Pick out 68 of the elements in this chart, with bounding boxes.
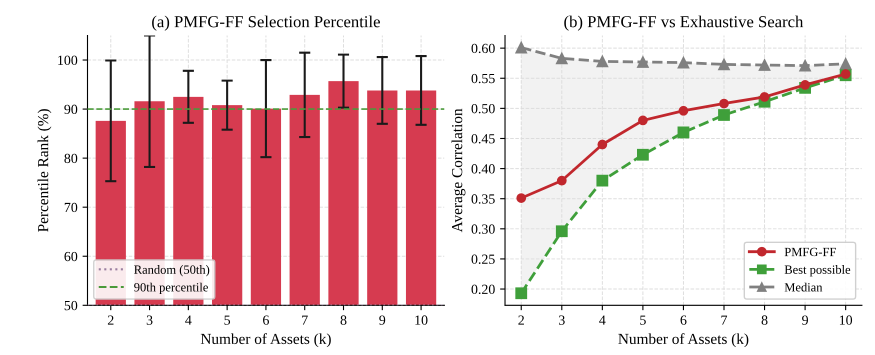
- point: [596, 174, 608, 187]
- y-tick-label: 0.55: [472, 74, 495, 84]
- point: [556, 52, 568, 64]
- x-tick-label: 9: [379, 315, 386, 325]
- x-tick-label: 4: [599, 316, 606, 325]
- point: [799, 60, 812, 72]
- x-tick-label: 8: [340, 315, 346, 325]
- y-tick-label: 70: [64, 202, 78, 212]
- y-tick-label: 0.35: [472, 194, 495, 204]
- point: [515, 42, 528, 54]
- x-tick-label: 10: [840, 315, 852, 325]
- legend-label: 90th percentile: [134, 282, 208, 294]
- point: [718, 109, 730, 121]
- point: [800, 80, 810, 90]
- x-tick-label: 2: [518, 315, 524, 325]
- x-axis-title: Number of Assets (k): [618, 333, 748, 348]
- y-tick-label: 60: [64, 252, 78, 262]
- point: [718, 58, 730, 70]
- x-tick-label: 5: [640, 316, 646, 325]
- point: [678, 126, 690, 138]
- y-tick-label: 0.25: [472, 254, 495, 264]
- point: [758, 59, 770, 71]
- legend-label: PMFG-FF: [784, 248, 836, 256]
- x-tick-label: 7: [302, 316, 308, 325]
- y-tick-label: 0.45: [472, 134, 495, 144]
- x-tick-label: 6: [680, 315, 687, 325]
- x-tick-label: 3: [558, 315, 565, 325]
- y-tick-label: 0.40: [472, 164, 495, 174]
- y-tick-label: 50: [64, 300, 78, 310]
- chart-title: (b) PMFG-FF vs Exhaustive Search: [564, 16, 804, 31]
- point: [678, 106, 688, 116]
- y-tick-label: 0.20: [472, 284, 495, 294]
- y-tick-label: 0.30: [472, 224, 495, 234]
- y-tick-label: 0.60: [472, 44, 495, 54]
- y-axis-title: Percentile Rank (%): [38, 109, 52, 232]
- x-tick-label: 9: [802, 315, 808, 325]
- x-tick-label: 2: [108, 315, 114, 325]
- point: [636, 56, 649, 68]
- point: [636, 148, 649, 161]
- y-axis-title: Average Correlation: [452, 108, 466, 232]
- point: [556, 176, 567, 186]
- y-tick-label: 90: [64, 104, 78, 114]
- point: [596, 55, 608, 68]
- point: [638, 116, 648, 126]
- x-tick-label: 10: [415, 315, 428, 325]
- legend-label: Median: [784, 282, 822, 292]
- point: [516, 193, 526, 203]
- legend-label: Best possible: [784, 265, 850, 276]
- x-tick-label: 3: [146, 315, 152, 325]
- point: [840, 69, 851, 79]
- x-tick-label: 6: [263, 315, 269, 325]
- x-tick-label: 5: [224, 316, 230, 325]
- point: [597, 140, 608, 150]
- x-axis-title: Number of Assets (k): [200, 333, 331, 348]
- x-tick-label: 4: [185, 316, 192, 325]
- y-tick-label: 0.50: [472, 104, 495, 114]
- point: [760, 92, 770, 102]
- point: [719, 98, 729, 108]
- point: [556, 225, 568, 238]
- y-tick-label: 100: [58, 56, 78, 65]
- chart-title: (a) PMFG-FF Selection Percentile: [152, 16, 380, 31]
- x-tick-label: 7: [721, 316, 728, 325]
- x-tick-label: 8: [762, 315, 768, 325]
- point: [515, 287, 528, 300]
- point: [678, 56, 690, 69]
- legend-label: Random (50th): [134, 265, 210, 276]
- y-tick-label: 80: [64, 154, 78, 164]
- point: [840, 58, 852, 70]
